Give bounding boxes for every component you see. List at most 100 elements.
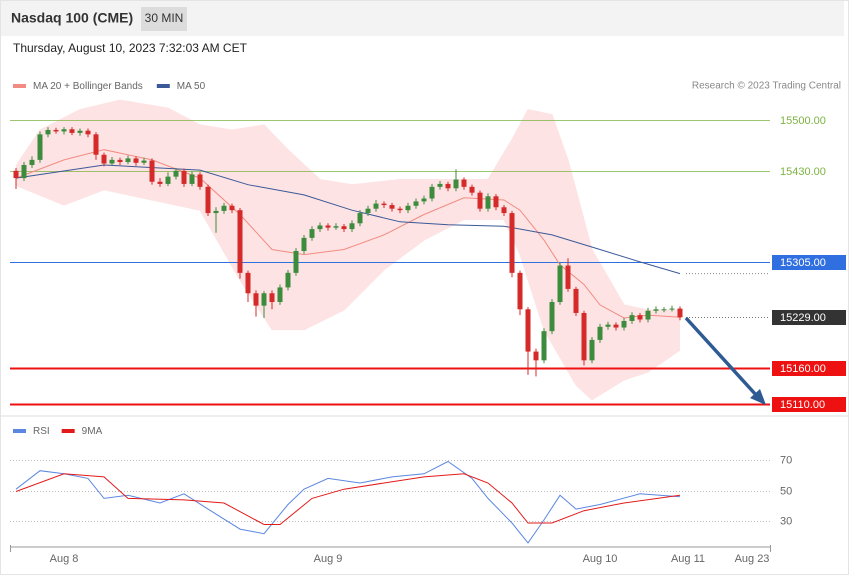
candle-body: [77, 130, 83, 133]
legend-label: MA 50: [177, 81, 206, 92]
legend-swatch: [13, 84, 26, 88]
candle-body: [37, 134, 43, 160]
bollinger-lower: [15, 184, 681, 401]
candle-body: [405, 205, 411, 211]
candle-body: [581, 312, 587, 361]
candle-body: [373, 203, 379, 209]
arrow-shaft: [684, 316, 759, 398]
overlay-line: [15, 149, 681, 319]
candle-body: [309, 229, 315, 238]
candle-body: [93, 134, 99, 155]
candle-body: [237, 210, 243, 273]
candle-body: [389, 205, 395, 209]
candle-body: [549, 302, 555, 332]
candle-body: [285, 272, 291, 288]
candle-body: [253, 293, 259, 306]
candle-body: [533, 351, 539, 361]
candle-body: [69, 129, 75, 133]
level-label-box: [772, 397, 846, 412]
candle-body: [661, 309, 667, 311]
candle-body: [493, 196, 499, 208]
candle-body: [61, 129, 67, 132]
candle-body: [365, 208, 371, 214]
source: Research © 2023 Trading Central: [692, 81, 841, 92]
candle-body: [509, 213, 515, 273]
candle-body: [397, 208, 403, 211]
candle-body: [261, 293, 267, 306]
candle-body: [621, 320, 627, 328]
candle-body: [573, 288, 579, 313]
candle-body: [157, 181, 163, 184]
candle-body: [269, 293, 275, 303]
candle-body: [317, 225, 323, 230]
x-tick-label: Aug 10: [583, 553, 618, 565]
candle-body: [437, 183, 443, 187]
x-tick-label: Aug 11: [671, 553, 705, 565]
candle-body: [501, 207, 507, 214]
candle-body: [349, 223, 355, 230]
candle-body: [461, 179, 467, 187]
level-label: 15160.00: [780, 363, 826, 375]
candle-body: [341, 226, 347, 230]
arrow-head: [750, 389, 766, 405]
legend-label: MA 20 + Bollinger Bands: [33, 81, 143, 92]
subtitle: Thursday, August 10, 2023 7:32:03 AM CET: [13, 41, 248, 55]
x-tick-label: Aug 8: [50, 553, 79, 565]
plot: 15500.00 15430.00 15305.00 15229.00 15160.00…: [10, 81, 846, 565]
candle-body: [469, 186, 475, 193]
chart-title: Nasdaq 100 (CME): [11, 10, 133, 26]
candle-body: [189, 174, 195, 184]
candle-body: [333, 226, 339, 228]
candle-body: [557, 265, 563, 303]
candle-body: [677, 308, 683, 318]
candle-body: [629, 315, 635, 321]
legend-swatch: [61, 429, 75, 433]
level-label: 15305.00: [780, 257, 826, 269]
candle-body: [605, 324, 611, 327]
level-label: 15430.00: [780, 166, 826, 178]
candle-body: [637, 315, 643, 320]
candle-body: [541, 331, 547, 361]
x-tick-label: Aug 23: [735, 553, 770, 565]
candle-body: [525, 309, 531, 352]
candle-body: [293, 250, 299, 273]
candle-body: [165, 176, 171, 184]
candle-body: [125, 158, 131, 163]
forecast-arrow: [684, 316, 766, 405]
candle-body: [477, 192, 483, 209]
candle-body: [117, 159, 123, 163]
candle-body: [13, 170, 19, 179]
level-label: 15110.00: [780, 399, 825, 411]
candle-body: [357, 213, 363, 224]
candle-body: [205, 186, 211, 214]
level-label-box: [772, 361, 846, 376]
x-tick-label: Aug 9: [314, 553, 343, 565]
candle-body: [101, 154, 107, 164]
level-label: 15500.00: [780, 115, 826, 127]
candle-body: [21, 164, 27, 179]
candle-body: [213, 210, 219, 214]
candle-body: [645, 310, 651, 320]
legend-label: 9MA: [82, 426, 103, 437]
candle-body: [453, 179, 459, 189]
candle-body: [221, 205, 227, 211]
candle-body: [109, 159, 115, 164]
y-tick-label: 70: [780, 454, 792, 466]
y-tick-label: 50: [780, 485, 792, 497]
interval: 30 MIN: [145, 11, 184, 25]
candle-body: [413, 201, 419, 206]
candle-body: [141, 160, 147, 163]
series-line: [15, 473, 681, 525]
candle-body: [29, 159, 35, 165]
overlay-line: [15, 164, 681, 275]
candle-body: [277, 287, 283, 303]
level-label-box: [772, 310, 846, 325]
candle-body: [669, 308, 675, 310]
candle-body: [613, 324, 619, 328]
legend-swatch: [13, 429, 26, 433]
candle-body: [181, 170, 187, 184]
candle-body: [133, 158, 139, 163]
bollinger-upper: [15, 99, 680, 311]
